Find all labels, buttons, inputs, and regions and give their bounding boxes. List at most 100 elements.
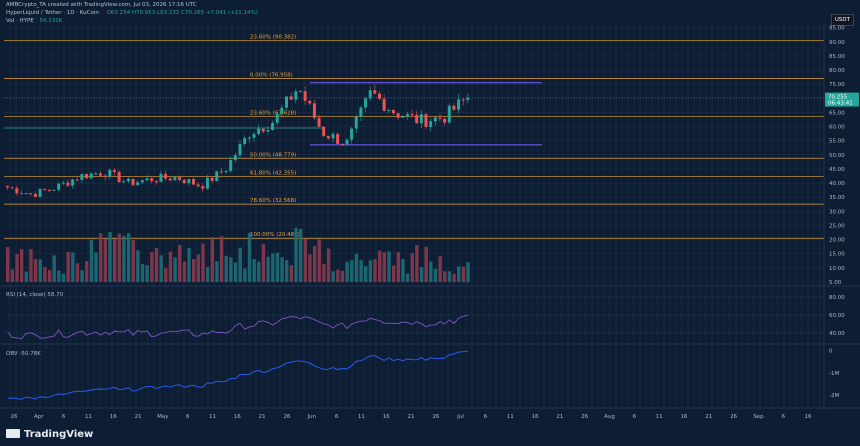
time-tick: 11 — [656, 414, 663, 420]
time-tick: 6 — [335, 414, 339, 420]
volume-bar — [178, 244, 182, 282]
volume-bar — [294, 227, 298, 282]
candle-body — [66, 182, 70, 186]
volume-bar — [33, 259, 38, 282]
candle-body — [117, 171, 121, 183]
candle-body — [205, 177, 209, 189]
symbol-title[interactable]: HyperLiquid / Tether · 1D · KuCoin — [6, 10, 99, 16]
ohlc-values: O63.234 H70.953 L63.232 C70.265 +7.041 (… — [106, 10, 258, 16]
currency-badge[interactable]: USDT — [830, 14, 854, 26]
time-tick: 16 — [532, 414, 539, 420]
volume-bar — [15, 254, 19, 282]
rsi-tick: 60.00 — [829, 313, 845, 319]
volume-value: 54.131K — [39, 18, 63, 24]
volume-bar — [205, 267, 210, 282]
candle-body — [415, 114, 419, 124]
time-tick: 16 — [234, 414, 241, 420]
volume-bar — [387, 251, 391, 282]
time-tick: 21 — [705, 414, 712, 420]
candle-body — [103, 175, 107, 177]
volume-bar — [303, 238, 307, 282]
volume-bar — [224, 255, 228, 282]
time-tick: 26 — [11, 414, 18, 420]
volume-bar — [29, 249, 33, 282]
fib-label: 0.00% (76.958) — [250, 73, 293, 79]
candle-body — [387, 109, 391, 111]
volume-bar — [43, 267, 47, 282]
volume-label[interactable]: Vol · HYPE — [6, 18, 34, 24]
price-tick: 10.00 — [829, 266, 845, 272]
volume-bar — [396, 252, 400, 282]
candle-body — [10, 187, 14, 189]
candle-body — [271, 122, 275, 131]
price-tick: 35.00 — [829, 195, 845, 201]
time-tick: 6 — [484, 414, 488, 420]
volume-bar — [340, 270, 345, 282]
volume-bar — [80, 270, 84, 282]
candle-body — [75, 179, 79, 181]
candle-body — [340, 143, 344, 145]
volume-bar — [187, 247, 191, 282]
candle-body — [289, 96, 293, 100]
volume-bar — [182, 261, 187, 282]
candle-body — [145, 178, 149, 181]
volume-bar — [298, 228, 303, 282]
volume-bar — [192, 259, 196, 282]
grid-lines — [4, 22, 824, 408]
volume-bar — [415, 245, 419, 282]
candle-body — [192, 179, 195, 185]
time-tick: Jul — [456, 414, 464, 420]
candle-body — [99, 173, 102, 176]
volume-bar — [164, 268, 168, 282]
volume-bar — [66, 251, 70, 282]
volume-bar — [159, 255, 163, 282]
candle-body — [429, 121, 433, 127]
fib-label: 23.60% (63.628) — [250, 110, 296, 116]
price-tick: 15.00 — [829, 252, 845, 258]
volume-bar — [247, 232, 252, 282]
tradingview-logo[interactable]: TradingView — [6, 429, 93, 440]
candle-body — [94, 173, 98, 175]
candle-body — [359, 107, 363, 118]
volume-bar — [196, 254, 201, 282]
fib-label: 23.60% (90.382) — [250, 35, 296, 41]
volume-bar — [378, 250, 382, 282]
volume-bar — [85, 261, 89, 282]
volume-bar — [280, 257, 284, 282]
price-tick: 85.00 — [829, 54, 845, 60]
candle-body — [443, 118, 447, 123]
volume-bar — [447, 271, 452, 282]
volume-bar — [24, 271, 28, 282]
volume-bar — [52, 255, 56, 282]
candle-body — [391, 109, 395, 114]
price-tick: 5.00 — [829, 280, 842, 286]
volume-bar — [19, 249, 24, 282]
volume-bar — [261, 244, 266, 282]
candle-body — [173, 177, 177, 181]
candle-body — [150, 178, 154, 182]
volume-bar — [405, 273, 410, 282]
candle-body — [52, 189, 56, 191]
time-tick: May — [157, 414, 169, 420]
volume-bar — [401, 259, 405, 282]
volume-bar — [219, 236, 224, 282]
rsi-tick: 80.00 — [829, 295, 845, 301]
volume-bar — [275, 252, 280, 282]
candle-body — [312, 103, 316, 118]
last-price-tag — [825, 92, 859, 107]
volume-bar — [103, 239, 108, 282]
candle-body — [331, 134, 335, 139]
volume-bar — [289, 265, 294, 282]
candle-body — [466, 97, 470, 100]
price-tick: 25.00 — [829, 223, 845, 229]
volume-bar — [10, 269, 15, 282]
candle-body — [261, 128, 265, 132]
volume-bar — [345, 261, 349, 282]
candle-body — [57, 183, 61, 190]
time-tick: 11 — [358, 414, 365, 420]
candle-body — [247, 137, 251, 139]
time-tick: Aug — [604, 414, 615, 420]
rsi-tick: 40.00 — [829, 331, 845, 337]
